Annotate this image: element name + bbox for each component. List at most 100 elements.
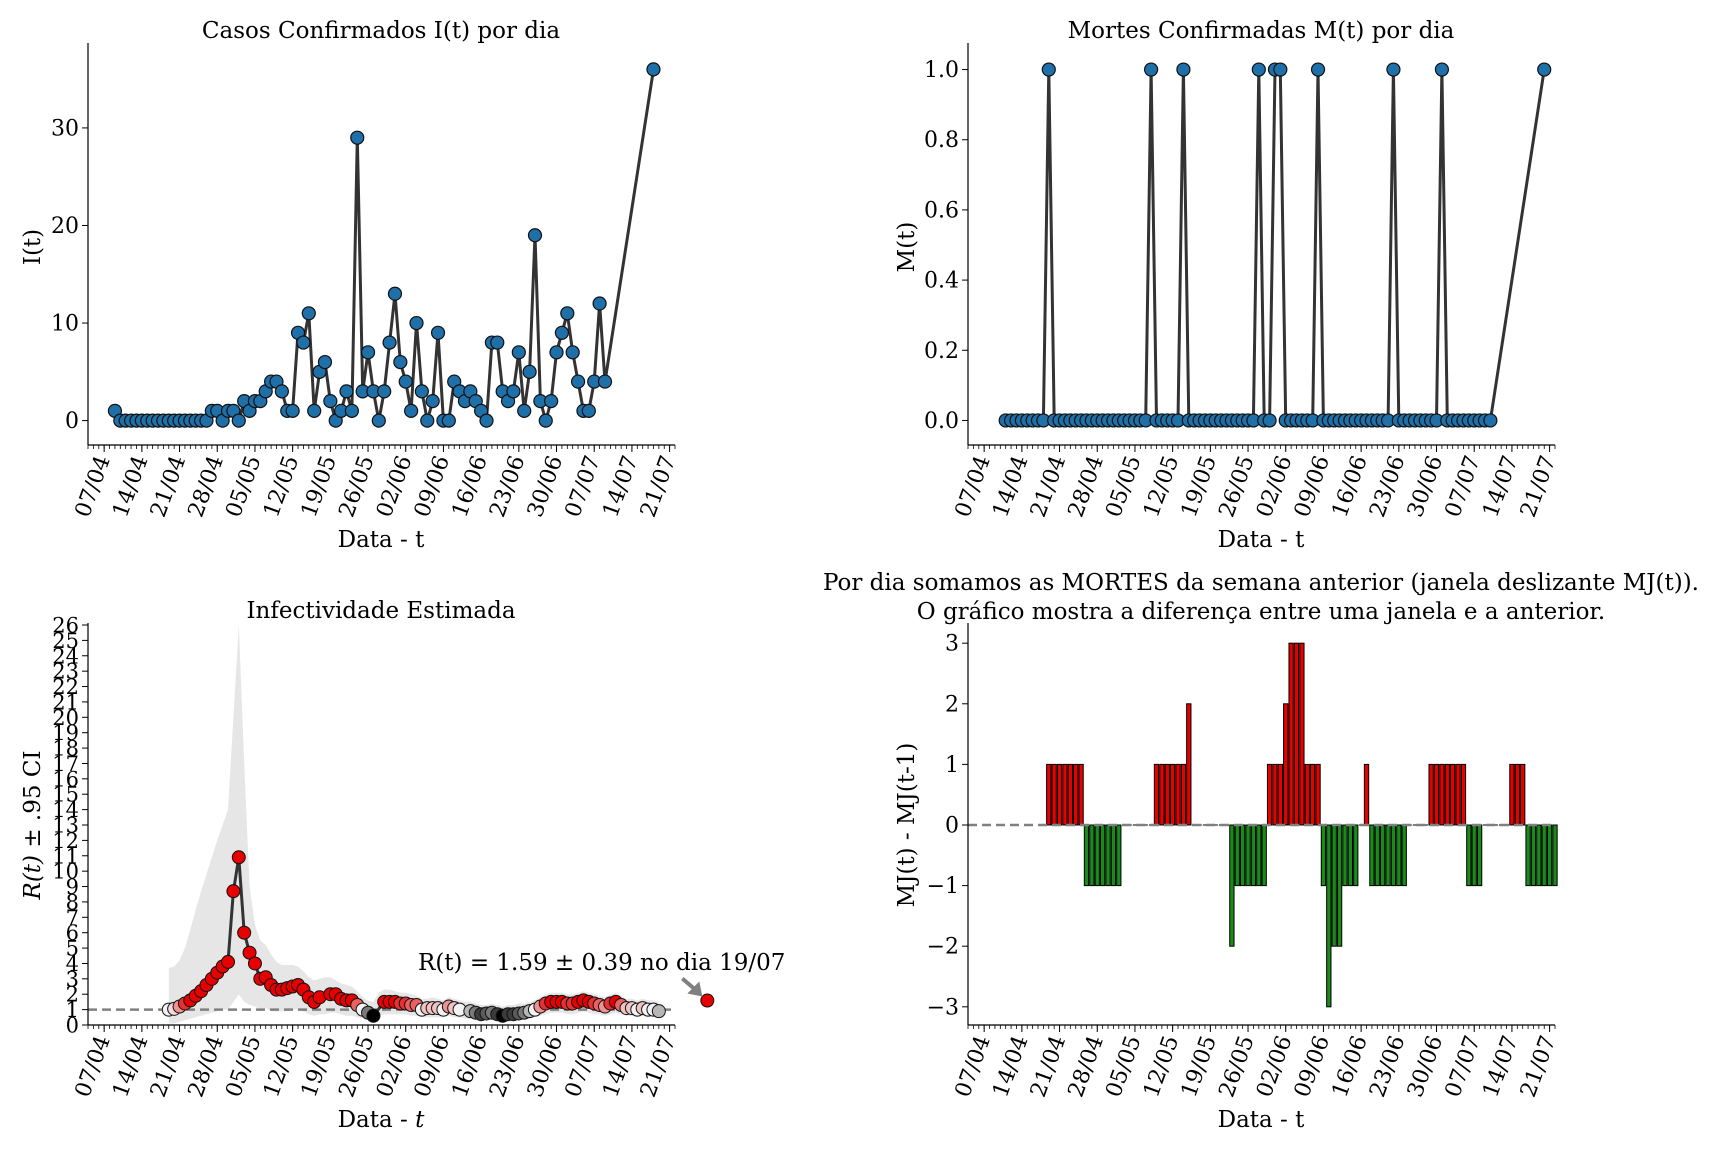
y-tick-label: 10 <box>51 312 79 337</box>
bar <box>1078 763 1084 826</box>
bar <box>1374 824 1380 887</box>
deaths-panel: Mortes Confirmadas M(t) por dia Data - t… <box>894 18 1561 553</box>
data-point <box>570 374 586 389</box>
y-tick-label: 3 <box>66 967 79 991</box>
bar <box>1073 763 1079 826</box>
y-tick-label: 2 <box>945 692 959 717</box>
data-point <box>544 393 559 409</box>
rt-point <box>366 1008 381 1023</box>
y-tick-label: 25 <box>52 629 79 653</box>
y-tick-label: 7 <box>66 906 79 930</box>
bar <box>1455 763 1461 826</box>
bar <box>1546 824 1553 887</box>
bar <box>1164 763 1170 826</box>
y-tick-label: 3 <box>945 632 959 657</box>
bar <box>1083 824 1090 887</box>
y-tick-label: 12 <box>52 829 79 853</box>
rt-point <box>221 954 236 969</box>
bar <box>1385 824 1391 887</box>
data-point <box>409 315 424 331</box>
data-point <box>549 345 564 360</box>
series-line <box>1005 68 1546 422</box>
y-tick-label: 1 <box>66 998 79 1022</box>
bar <box>1250 824 1257 887</box>
annotation-arrow-head <box>687 981 703 997</box>
bar <box>1272 763 1278 826</box>
bar <box>1482 824 1488 826</box>
y-tick-label: 0.2 <box>924 339 959 364</box>
bar <box>1363 763 1370 826</box>
cases-x-ticks: 07/0414/0421/0428/0405/0512/0519/0526/05… <box>71 445 681 521</box>
deaths-x-ticks: 07/0414/0421/0428/0405/0512/0519/0526/05… <box>951 445 1561 521</box>
data-point <box>382 335 397 350</box>
data-point <box>1483 413 1498 428</box>
data-point <box>404 403 419 418</box>
data-point <box>538 413 553 428</box>
bar <box>1153 763 1160 826</box>
data-point <box>646 62 661 77</box>
y-tick-label: 4 <box>66 952 79 976</box>
bar <box>1342 824 1348 887</box>
rt-point <box>226 884 241 899</box>
bar <box>1509 763 1515 826</box>
y-tick-label: 2 <box>66 983 79 1007</box>
data-point <box>1273 62 1288 77</box>
y-tick-label: 11 <box>52 844 79 868</box>
data-point <box>301 306 316 321</box>
data-point <box>339 384 354 399</box>
rt-point <box>231 850 246 865</box>
y-tick-label: 9 <box>66 875 79 899</box>
rt-y-ticks: 0123456789101112131415161718192021222324… <box>52 614 88 1038</box>
data-point <box>398 374 413 389</box>
data-point <box>1386 62 1401 77</box>
data-point <box>387 286 403 301</box>
bar <box>1062 763 1068 826</box>
y-tick-label: 5 <box>66 937 79 961</box>
y-tick-label: 21 <box>52 690 79 714</box>
cases-panel: Casos Confirmados I(t) por dia Data - t … <box>20 18 681 553</box>
deaths-diff-plot-area <box>968 642 1558 1008</box>
y-tick-label: 16 <box>52 767 79 791</box>
bar <box>1067 763 1073 826</box>
bar <box>1444 763 1450 826</box>
bar <box>1433 763 1440 826</box>
bar <box>1401 824 1407 887</box>
bar <box>1320 824 1327 887</box>
y-tick-label: 0 <box>65 409 79 434</box>
bar <box>1450 763 1456 826</box>
bar <box>1525 824 1531 887</box>
data-point <box>597 374 613 389</box>
y-tick-label: 0 <box>66 1014 79 1038</box>
bar <box>1428 763 1434 826</box>
data-point <box>565 345 580 360</box>
bar <box>1239 824 1246 887</box>
y-tick-label: 1 <box>945 753 959 778</box>
deaths-diff-chart-title: Por dia somamos as MORTES da semana ante… <box>823 570 1699 596</box>
bar <box>1051 763 1057 826</box>
bar <box>1460 763 1467 826</box>
deaths-diff-chart-subtitle: O gráfico mostra a diferença entre uma j… <box>917 599 1605 625</box>
data-point <box>581 403 596 418</box>
data-point <box>1251 62 1266 77</box>
rt-panel: Infectividade Estimada Data - t R(t) ± .… <box>20 598 785 1133</box>
y-tick-label: 15 <box>52 783 79 807</box>
rt-annotation: R(t) = 1.59 ± 0.39 no dia 19/07 <box>418 950 785 976</box>
y-tick-label: 8 <box>66 890 79 914</box>
bar <box>1304 763 1310 826</box>
bar <box>1266 763 1273 826</box>
bar <box>1326 824 1332 1008</box>
data-point <box>1310 62 1326 77</box>
rt-point <box>247 956 262 971</box>
data-point <box>1262 413 1277 428</box>
deaths-y-axis-label: M(t) <box>894 222 920 273</box>
bar <box>1288 642 1294 826</box>
bar <box>1536 824 1542 887</box>
bar <box>1353 824 1359 887</box>
bar <box>1105 824 1111 887</box>
data-point <box>1434 62 1450 77</box>
y-tick-label: 19 <box>52 721 79 745</box>
bar <box>1439 763 1445 826</box>
rt-y-axis-label: R(t) ± .95 CI <box>20 751 46 901</box>
data-point <box>527 228 543 243</box>
bar <box>1423 824 1428 826</box>
